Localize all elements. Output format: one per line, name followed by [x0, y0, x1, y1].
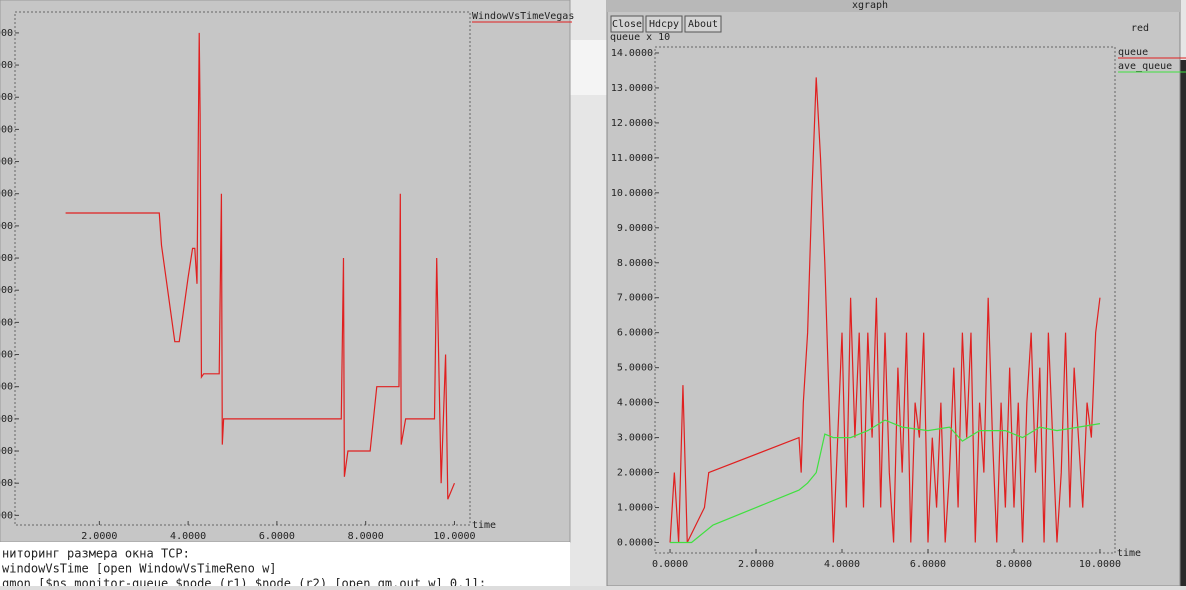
x-axis-label: time: [1117, 548, 1141, 559]
y-tick-label: 15.0000: [0, 189, 13, 200]
y-axis-label: queue x 10: [610, 32, 670, 43]
xgraph-window-left: [0, 0, 571, 543]
terminal-line: windowVsTime [open WindowVsTimeReno w]: [2, 562, 277, 576]
y-tick-label: 5.0000: [617, 363, 653, 374]
x-tick-label: 2.0000: [738, 559, 774, 570]
y-tick-label: 9.0000: [0, 382, 13, 393]
y-tick-label: 20.0000: [0, 28, 13, 39]
button-label[interactable]: Hdcpy: [649, 19, 679, 30]
y-tick-label: 14.0000: [611, 48, 653, 59]
button[interactable]: [645, 15, 683, 33]
y-tick-label: 4.0000: [617, 398, 653, 409]
x-tick-label: 8.0000: [348, 531, 384, 542]
terminal-line: ниторинг размера окна TCP:: [2, 547, 190, 561]
y-tick-label: 5.0000: [0, 510, 13, 521]
x-tick-label: 6.0000: [910, 559, 946, 570]
y-tick-label: 2.0000: [617, 468, 653, 479]
data-line: [670, 419, 1101, 544]
y-tick-label: 8.0000: [617, 258, 653, 269]
y-tick-label: 16.0000: [0, 157, 13, 168]
x-tick-label: 6.0000: [259, 531, 295, 542]
legend-label: ave_queue: [1118, 61, 1172, 72]
y-tick-label: 12.0000: [0, 285, 13, 296]
y-tick-label: 14.0000: [0, 221, 13, 232]
legend-label: queue: [1118, 47, 1148, 58]
x-axis-label: time: [472, 520, 496, 531]
y-tick-label: 19.0000: [0, 60, 13, 71]
title-bar: [607, 0, 1180, 12]
y-tick-label: 18.0000: [0, 92, 13, 103]
button[interactable]: [610, 15, 644, 33]
x-tick-label: 10.0000: [1079, 559, 1121, 570]
y-tick-label: 7.0000: [0, 446, 13, 457]
y-tick-label: 1.0000: [617, 503, 653, 514]
x-tick-label: 2.0000: [81, 531, 117, 542]
xgraph-window-right: [606, 0, 1181, 587]
button[interactable]: [684, 15, 722, 33]
terminal-line: qmon [$ns monitor-queue $node_(r1) $node…: [2, 577, 486, 587]
y-tick-label: 3.0000: [617, 433, 653, 444]
y-tick-label: 6.0000: [617, 328, 653, 339]
y-tick-label: 10.0000: [0, 350, 13, 361]
y-tick-label: 11.0000: [0, 317, 13, 328]
x-tick-label: 8.0000: [996, 559, 1032, 570]
hint-text: red: [1131, 23, 1149, 34]
legend-label: WindowVsTimeVegas: [472, 11, 574, 22]
y-tick-label: 17.0000: [0, 124, 13, 135]
plot-frame: [654, 46, 1116, 554]
terminal: [0, 542, 570, 586]
data-line: [669, 77, 1101, 543]
y-tick-label: 11.0000: [611, 153, 653, 164]
y-tick-label: 0.0000: [617, 538, 653, 549]
button-label[interactable]: About: [688, 19, 718, 30]
background-window: [570, 40, 610, 95]
y-tick-label: 13.0000: [611, 83, 653, 94]
y-tick-label: 10.0000: [611, 188, 653, 199]
y-tick-label: 12.0000: [611, 118, 653, 129]
button-label[interactable]: Close: [612, 19, 642, 30]
x-tick-label: 0.0000: [652, 559, 688, 570]
y-tick-label: 13.0000: [0, 253, 13, 264]
y-tick-label: 8.0000: [0, 414, 13, 425]
window-title: xgraph: [852, 0, 888, 11]
y-tick-label: 9.0000: [617, 223, 653, 234]
y-tick-label: 6.0000: [0, 478, 13, 489]
x-tick-label: 10.0000: [433, 531, 475, 542]
x-tick-label: 4.0000: [170, 531, 206, 542]
y-tick-label: 7.0000: [617, 293, 653, 304]
x-tick-label: 4.0000: [824, 559, 860, 570]
data-line: [65, 32, 456, 500]
